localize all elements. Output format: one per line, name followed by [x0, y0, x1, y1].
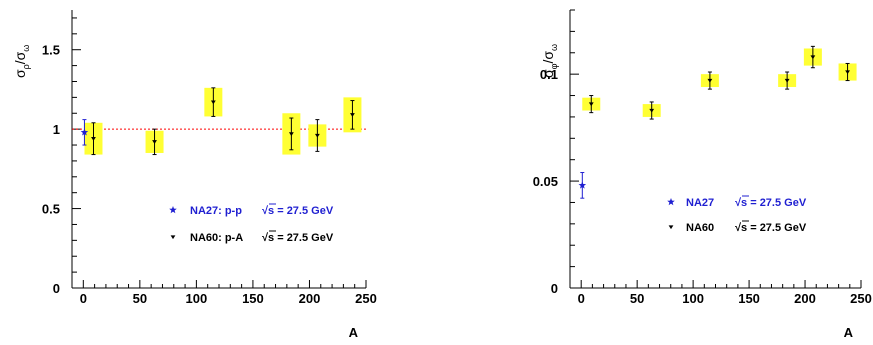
- data-point-triangle: [314, 133, 320, 138]
- legend-marker-triangle: [668, 225, 674, 230]
- y-axis-title: σρ/σω: [12, 45, 31, 78]
- data-point-triangle: [810, 55, 816, 60]
- data-point-triangle: [210, 100, 216, 105]
- data-point-triangle: [350, 113, 355, 118]
- x-tick-label: 250: [850, 291, 872, 306]
- y-axis-title: σφ/σω: [540, 44, 559, 78]
- data-point-triangle: [288, 132, 294, 137]
- y-tick-label: 0.5: [42, 202, 60, 217]
- data-point-triangle: [707, 78, 713, 83]
- x-tick-label: 200: [794, 291, 816, 306]
- legend-marker-star: [169, 206, 177, 214]
- legend-series-name: NA27: [686, 197, 714, 209]
- legend-series-name: NA60: p-A: [190, 232, 243, 244]
- y-axis-title-sub2: ω: [549, 44, 559, 51]
- y-axis-title-base2: σ: [540, 51, 556, 60]
- x-tick-label: 50: [630, 291, 644, 306]
- data-point-triangle: [784, 78, 790, 83]
- legend-energy-label: √s = 27.5 GeV: [262, 232, 334, 244]
- y-tick-label: 1.5: [42, 43, 60, 58]
- y-tick-label: 0.05: [533, 174, 558, 189]
- x-tick-label: 150: [738, 291, 760, 306]
- x-tick-label: 100: [186, 291, 208, 306]
- legend-marker-triangle: [170, 235, 176, 240]
- y-axis-title-base: σ: [540, 69, 556, 78]
- legend-energy-label: √s = 27.5 GeV: [735, 222, 807, 234]
- legend-series-name: NA60: [686, 222, 714, 234]
- x-tick-label: 250: [355, 291, 377, 306]
- y-axis-title-sub1: φ: [549, 63, 559, 69]
- y-tick-label: 0.1: [540, 67, 558, 82]
- x-axis-title: A: [844, 325, 854, 340]
- x-tick-label: 200: [299, 291, 321, 306]
- data-point-star: [578, 181, 587, 189]
- x-axis-title: A: [349, 325, 359, 340]
- y-axis-title-base2: σ: [12, 51, 28, 60]
- x-tick-label: 0: [80, 291, 87, 306]
- legend-series-name: NA27: p-p: [190, 205, 242, 217]
- y-tick-label: 0: [53, 281, 60, 296]
- y-axis-title-slash: /: [12, 60, 28, 64]
- data-point-triangle: [588, 102, 594, 107]
- data-point-star: [80, 128, 89, 136]
- y-axis-title-base: σ: [12, 69, 28, 78]
- legend-energy-label: √s = 27.5 GeV: [262, 205, 334, 217]
- data-point-triangle: [845, 70, 850, 75]
- data-point-triangle: [152, 140, 157, 145]
- y-axis-title-sub1: ρ: [21, 64, 31, 69]
- x-tick-label: 100: [682, 291, 704, 306]
- x-tick-label: 150: [242, 291, 264, 306]
- data-point-triangle: [91, 136, 96, 141]
- y-axis-title-slash: /: [540, 60, 556, 64]
- y-tick-label: 0: [551, 281, 558, 296]
- legend-marker-star: [667, 198, 675, 206]
- legend-energy-label: √s = 27.5 GeV: [735, 197, 807, 209]
- y-tick-label: 1: [53, 122, 60, 137]
- y-axis-title-sub2: ω: [21, 45, 31, 52]
- data-point-triangle: [649, 108, 655, 113]
- x-tick-label: 50: [133, 291, 147, 306]
- x-tick-label: 0: [578, 291, 585, 306]
